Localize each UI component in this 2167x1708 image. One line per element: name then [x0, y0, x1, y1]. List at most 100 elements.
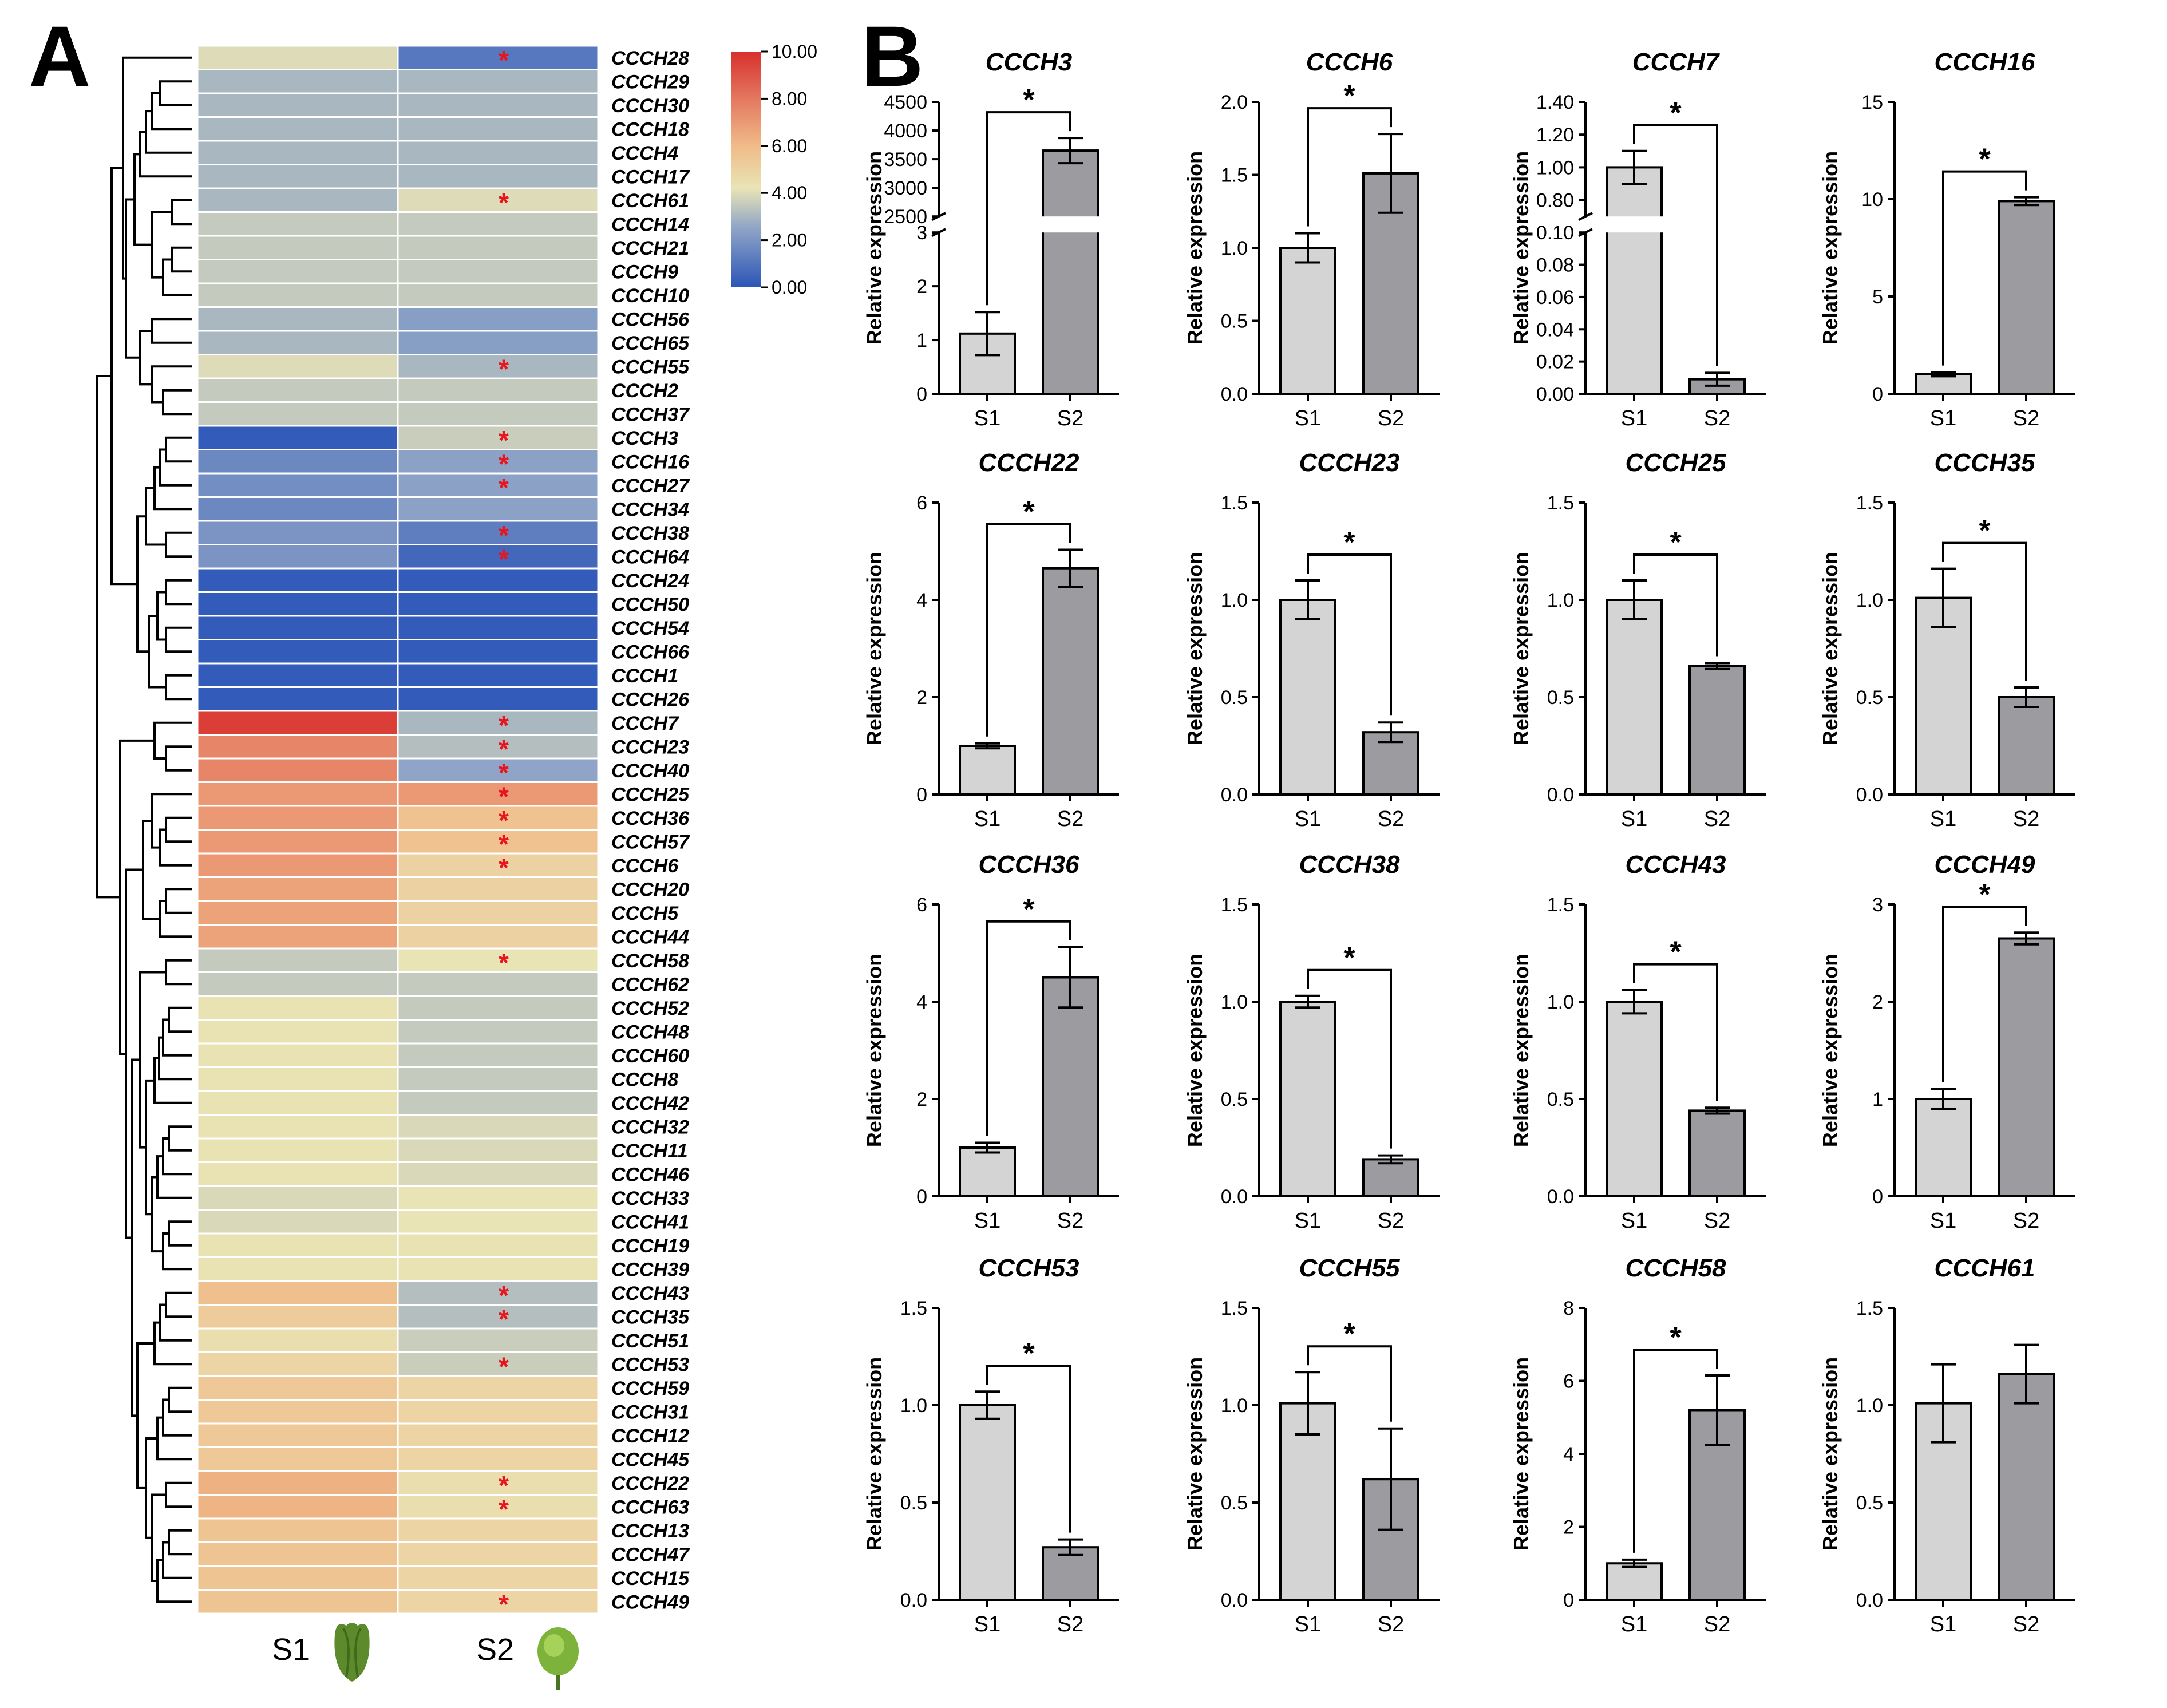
significance-star: *	[1979, 878, 1991, 911]
heatmap-cell-s2	[397, 1161, 599, 1187]
bar-s2	[1998, 1373, 2055, 1602]
x-tick-label: S2	[1057, 807, 1084, 831]
significance-star: *	[1343, 80, 1355, 113]
heatmap-cell-s1	[196, 662, 399, 688]
y-tick-label: 0	[1563, 1590, 1574, 1611]
y-tick-label: 0	[916, 784, 927, 806]
heatmap-cell-s1	[196, 1232, 399, 1258]
gene-label: CCCH17	[611, 166, 690, 188]
heatmap-cell-s2	[397, 662, 599, 688]
heatmap-cell-s2	[397, 1446, 599, 1472]
gene-label: CCCH18	[611, 118, 689, 140]
gene-label: CCCH56	[611, 309, 690, 330]
gene-label: CCCH1	[611, 665, 678, 687]
bar-s1	[1915, 596, 1972, 796]
gene-label: CCCH16	[611, 451, 690, 473]
chart-title: CCCH7	[1632, 48, 1721, 76]
significance-star: *	[499, 1589, 509, 1619]
heatmap-cell-s1	[196, 544, 399, 570]
x-tick-label: S2	[1057, 406, 1084, 430]
y-tick-label: 1.0	[1221, 590, 1248, 611]
y-tick-label: 0.5	[1221, 687, 1248, 709]
heatmap-cell-s2	[397, 425, 599, 450]
y-tick-label: 1.5	[1547, 894, 1574, 916]
y-tick-label: 0.02	[1536, 351, 1574, 373]
bar-chart-ccch61: CCCH61 Relative expression S1 S2 0.0 0.5 1.0 1.…	[1818, 1254, 2075, 1636]
axis-break-mark	[1578, 212, 1593, 221]
heatmap-cell-s1	[196, 1470, 399, 1496]
chart-title: CCCH43	[1625, 851, 1726, 879]
significance-star: *	[1023, 893, 1035, 926]
gene-label: CCCH48	[611, 1021, 689, 1043]
panel-a-letter: A	[29, 8, 90, 104]
heatmap-cell-s2	[397, 1422, 599, 1448]
x-tick-label: S2	[1704, 1209, 1730, 1233]
y-tick-label: 1.5	[1221, 492, 1248, 514]
gene-label: CCCH33	[611, 1188, 689, 1209]
gene-label: CCCH41	[611, 1211, 689, 1233]
gene-label: CCCH40	[611, 760, 689, 782]
x-tick-label: S1	[1621, 1612, 1647, 1636]
heatmap-cell-s1	[196, 45, 399, 70]
y-tick-label: 2	[1872, 991, 1883, 1013]
heatmap-cell-s1	[196, 1399, 399, 1425]
gene-label: CCCH44	[611, 926, 689, 948]
significance-star: *	[499, 781, 509, 811]
significance-star: *	[499, 1280, 509, 1310]
gene-label: CCCH53	[611, 1354, 689, 1375]
heatmap-cell-s2	[397, 1137, 599, 1163]
bar-s2	[1998, 937, 2055, 1197]
bar-chart-ccch58: CCCH58 Relative expression S1 S2 0 2 4 6 8 *	[1509, 1254, 1766, 1636]
bar-s2	[1998, 696, 2055, 796]
bar-chart-ccch16: CCCH16 Relative expression S1 S2 0 5 10 15 *	[1818, 48, 2075, 430]
gene-label: CCCH58	[611, 950, 689, 972]
significance-bracket	[1307, 553, 1392, 716]
heatmap-cell-s1	[196, 140, 399, 165]
gene-label: CCCH63	[611, 1496, 689, 1518]
y-tick-label: 0.5	[1547, 1089, 1574, 1110]
significance-star: *	[1979, 515, 1991, 548]
chart-title: CCCH58	[1625, 1254, 1726, 1282]
significance-bracket	[1942, 906, 2027, 1082]
bar-break-gap	[1604, 216, 1664, 233]
y-axis-label: Relative expression	[863, 151, 886, 345]
significance-star: *	[1023, 1337, 1035, 1370]
bar-s1	[1279, 247, 1336, 395]
heatmap-cell-s1	[196, 852, 399, 878]
heatmap-cell-s1	[196, 1185, 399, 1211]
x-tick-label: S2	[1057, 1612, 1084, 1636]
heatmap-cell-s2	[397, 1066, 599, 1092]
bar-s1	[1915, 373, 1972, 395]
heatmap-cell-s1	[196, 425, 399, 450]
x-tick-label: S1	[1930, 807, 1956, 831]
heatmap-cell-s2	[397, 449, 599, 475]
gene-label: CCCH39	[611, 1259, 689, 1280]
significance-bracket	[986, 920, 1071, 1136]
x-tick-label: S1	[1930, 1209, 1956, 1233]
heatmap-cell-s1	[196, 1304, 399, 1330]
significance-star: *	[499, 1470, 509, 1500]
significance-star: *	[499, 1304, 509, 1334]
heatmap-cell-s1	[196, 900, 399, 926]
heatmap-cell-s1	[196, 947, 399, 973]
chart-title: CCCH23	[1299, 449, 1399, 477]
heatmap-cell-s1	[196, 639, 399, 665]
x-tick-label: S2	[2013, 1612, 2039, 1636]
y-axis-label: Relative expression	[1509, 1357, 1533, 1551]
significance-star: *	[1979, 143, 1991, 176]
y-tick-label: 4	[916, 590, 927, 611]
y-tick-label: 0.0	[1856, 784, 1883, 806]
heatmap-cell-s2	[397, 1019, 599, 1045]
heatmap-cell-s2	[397, 924, 599, 950]
heatmap-cell-s2	[397, 140, 599, 165]
gene-label: CCCH52	[611, 998, 689, 1019]
heatmap-cell-s1	[196, 520, 399, 545]
y-tick-label: 0	[1872, 383, 1883, 405]
y-tick-label: 0	[916, 1186, 927, 1208]
heatmap-cell-s2	[397, 1470, 599, 1496]
gene-label: CCCH34	[611, 499, 689, 520]
heatmap-cell-s2	[397, 710, 599, 736]
dendrogram-branch	[96, 374, 120, 899]
x-tick-label: S1	[1621, 406, 1647, 430]
